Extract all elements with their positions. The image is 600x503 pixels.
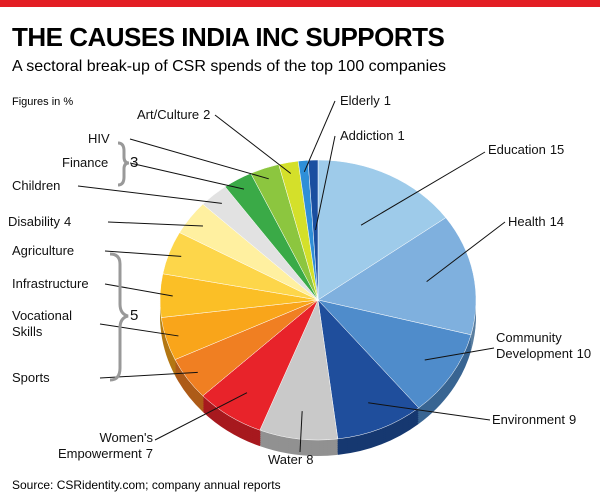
leader-line (77, 185, 222, 204)
category-label: Sports (12, 370, 50, 385)
slice-label: Education 15 (488, 142, 598, 158)
slice-label: Agriculture (12, 243, 112, 259)
slice-label: Elderly 1 (340, 93, 410, 109)
brace (109, 252, 129, 382)
leader-line (299, 411, 303, 453)
slice-label: Health 14 (508, 214, 598, 230)
category-label: Health (508, 214, 546, 229)
category-label: Art/Culture (137, 107, 200, 122)
leader-line (107, 221, 203, 227)
top-bar (0, 0, 600, 7)
value-label: 15 (549, 142, 565, 157)
category-label: Women's Empowerment (57, 430, 153, 461)
slice-label: Sports (12, 370, 102, 386)
leader-line (104, 283, 173, 297)
category-label: HIV (88, 131, 110, 146)
leader-line (129, 162, 245, 190)
source: Source: CSRidentity.com; company annual … (12, 478, 281, 492)
brace (117, 141, 130, 187)
value-label: 1 (397, 128, 405, 143)
leader-line (368, 402, 491, 421)
value-label: 4 (64, 214, 72, 229)
slice (307, 159, 319, 301)
category-label: Addiction (340, 128, 394, 143)
category-label: Vocational Skills (12, 308, 72, 339)
leader-line (303, 100, 336, 172)
leader-line (214, 114, 292, 174)
category-label: Water (268, 452, 303, 467)
slice-label: Water 8 (268, 452, 338, 468)
category-label: Children (12, 178, 61, 193)
value-label: 8 (306, 452, 314, 467)
category-label: Disability (8, 214, 61, 229)
value-label: 9 (568, 412, 577, 427)
slice-label: Infrastructure (12, 276, 112, 292)
leader-line (424, 347, 495, 361)
value-label: 14 (549, 214, 565, 229)
category-label: Education (488, 142, 546, 157)
category-label: Elderly (340, 93, 380, 108)
slice-label: Disability 4 (8, 214, 108, 230)
slice (317, 217, 477, 336)
leader-line (315, 135, 336, 231)
value-label: 10 (576, 346, 592, 361)
leader-line (104, 250, 182, 257)
group-value: 5 (130, 307, 139, 324)
leader-line (129, 138, 269, 180)
value-label: 2 (203, 107, 211, 122)
slice-label: Vocational Skills (12, 308, 102, 340)
leader-line (426, 221, 506, 283)
category-label: Community Development (496, 330, 573, 361)
slice-label: Environment 9 (492, 412, 598, 428)
slice-label: Community Development 10 (496, 330, 600, 362)
leader-line (360, 151, 486, 226)
chart-title: THE CAUSES INDIA INC SUPPORTS (12, 22, 445, 52)
category-label: Environment (492, 412, 565, 427)
slice-label: Children (12, 178, 82, 194)
slice-label: Art/Culture 2 (137, 107, 237, 123)
slice-label: Addiction 1 (340, 128, 420, 144)
chart-subtitle: A sectoral break-up of CSR spends of the… (12, 58, 447, 75)
slice-label: HIV (88, 131, 128, 147)
group-value: 3 (130, 154, 139, 171)
leader-line (99, 323, 179, 337)
value-label: 1 (383, 93, 391, 108)
slice-label: Women's Empowerment 7 (38, 430, 153, 462)
category-label: Agriculture (12, 243, 75, 258)
slice (317, 299, 472, 409)
note: Figures in % (12, 96, 74, 108)
slice-label: Finance (62, 155, 122, 171)
category-label: Infrastructure (12, 276, 89, 291)
leader-line (154, 392, 248, 441)
value-label: 7 (145, 446, 153, 461)
slice (317, 299, 420, 440)
category-label: Finance (62, 155, 109, 170)
